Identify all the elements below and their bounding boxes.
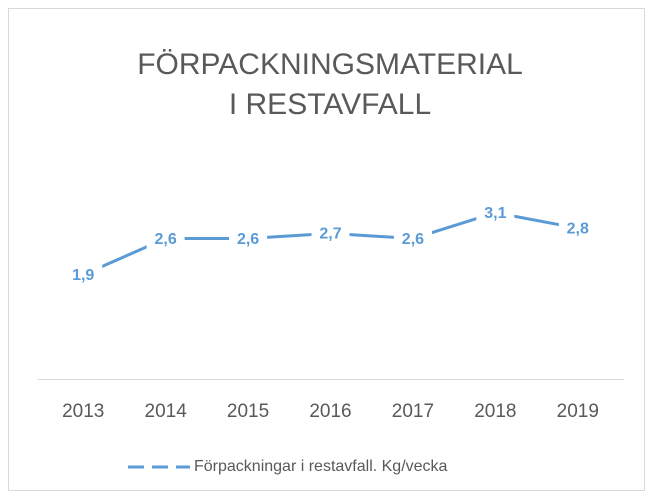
chart-title: FÖRPACKNINGSMATERIAL <box>137 48 523 81</box>
x-tick-label: 2014 <box>145 401 188 422</box>
data-label-bg <box>229 227 268 250</box>
data-label: 2,8 <box>567 220 589 237</box>
data-label-bg <box>146 227 185 250</box>
data-label-bg <box>476 201 515 224</box>
data-label-bg <box>393 227 432 250</box>
x-tick-label: 2015 <box>227 401 269 422</box>
x-tick-label: 2019 <box>557 401 599 422</box>
data-label-bg <box>64 263 103 286</box>
chart-border <box>8 8 645 491</box>
data-label: 1,9 <box>72 267 94 284</box>
data-label-bg <box>311 222 350 245</box>
x-tick-label: 2016 <box>309 401 351 422</box>
x-tick-label: 2017 <box>392 401 434 422</box>
data-label: 2,6 <box>237 231 259 248</box>
data-label: 2,7 <box>319 226 341 243</box>
data-label: 2,6 <box>402 231 424 248</box>
data-label: 2,6 <box>155 231 177 248</box>
data-label: 3,1 <box>484 205 506 222</box>
x-tick-label: 2013 <box>62 401 104 422</box>
x-tick-label: 2018 <box>474 401 516 422</box>
data-label-bg <box>558 217 597 240</box>
chart-title: I RESTAVFALL <box>229 88 431 121</box>
legend-label: Förpackningar i restavfall. Kg/vecka <box>194 458 448 475</box>
